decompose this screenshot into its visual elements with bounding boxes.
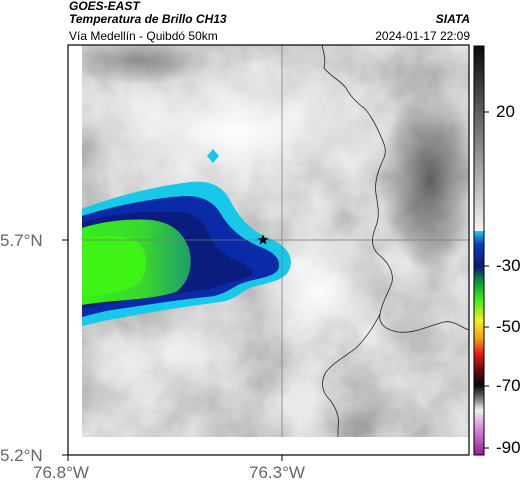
- department-boundary: [321, 45, 469, 333]
- lon-label-left: 76.8°W: [33, 463, 89, 482]
- colorbar-label-minus70: -70: [496, 376, 521, 395]
- colorbar-label-minus50: -50: [496, 317, 521, 336]
- small-cloud-cell: [207, 149, 219, 163]
- department-boundary-2: [322, 313, 381, 437]
- organization: SIATA: [435, 12, 470, 26]
- star-icon: [257, 234, 269, 245]
- timestamp: 2024-01-17 22:09: [375, 29, 470, 43]
- lat-label-upper: 5.7°N: [0, 231, 43, 250]
- colorbar-label-minus30: -30: [496, 256, 521, 275]
- map-frame: [67, 44, 470, 456]
- colorbar-label-minus90: -90: [496, 438, 521, 457]
- colorbar: [473, 45, 489, 456]
- product-name: Temperatura de Brillo CH13: [69, 12, 227, 26]
- lon-label-center: 76.3°W: [249, 463, 305, 482]
- colorbar-label-20: 20: [496, 102, 515, 121]
- satellite-image: [82, 45, 469, 437]
- satellite-name: GOES-EAST: [69, 0, 140, 13]
- lat-label-lower: 5.2°N: [0, 446, 43, 465]
- route-name: Vía Medellín - Quibdó 50km: [69, 29, 218, 43]
